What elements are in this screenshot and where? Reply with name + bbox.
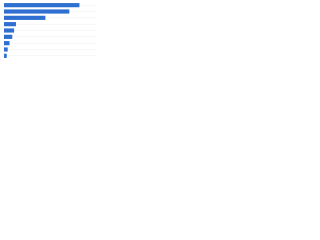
bar	[4, 47, 8, 52]
bar	[4, 53, 7, 58]
bar	[4, 22, 16, 27]
bar	[4, 9, 70, 14]
page: {"chart_data": {"type": "bar", "orientat…	[0, 0, 320, 71]
bar	[4, 28, 15, 33]
bar	[4, 41, 10, 46]
chart	[4, 3, 96, 58]
bar	[4, 34, 13, 39]
bar	[4, 15, 46, 20]
bar	[4, 3, 80, 8]
